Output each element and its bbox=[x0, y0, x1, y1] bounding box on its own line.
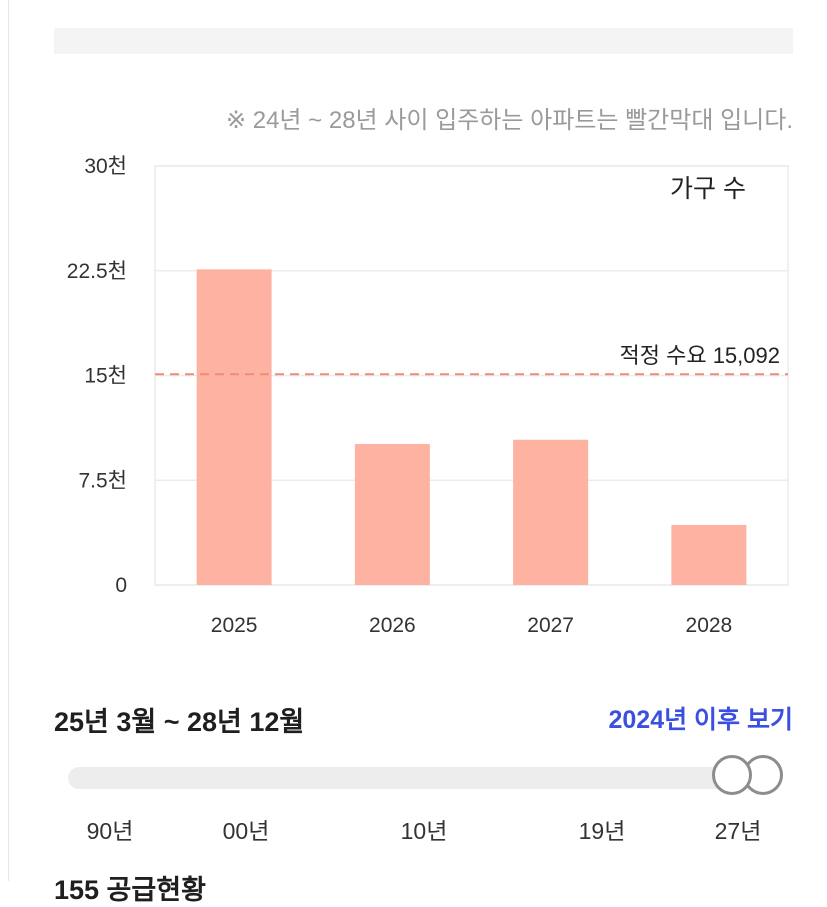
slider-label-90: 90년 bbox=[86, 818, 134, 844]
view-after-2024-link[interactable]: 2024년 이후 보기 bbox=[608, 706, 793, 734]
x-tick-label: 2028 bbox=[686, 614, 733, 637]
slider-label-10: 10년 bbox=[400, 818, 448, 844]
top-bar bbox=[54, 28, 793, 54]
slider-end-handle[interactable] bbox=[712, 755, 752, 795]
x-tick-label: 2027 bbox=[527, 614, 574, 637]
next-section-title: 155 공급현황 bbox=[54, 875, 206, 905]
year-slider-track[interactable] bbox=[68, 767, 768, 789]
bar-2028 bbox=[671, 524, 747, 585]
x-tick-label: 2025 bbox=[211, 614, 258, 637]
y-axis-ticks: 0 7.5천 15천 22.5천 30천 bbox=[67, 155, 127, 597]
slider-label-00: 00년 bbox=[222, 818, 270, 844]
y-tick-label: 30천 bbox=[84, 155, 127, 178]
left-border bbox=[8, 0, 9, 881]
reference-line-group: 적정 수요 15,092 bbox=[155, 343, 788, 376]
x-tick-label: 2026 bbox=[369, 614, 416, 637]
chart-note: ※ 24년 ~ 28년 사이 입주하는 아파트는 빨간막대 입니다. bbox=[225, 107, 793, 134]
y-tick-label: 15천 bbox=[84, 365, 127, 388]
bar-2027 bbox=[513, 439, 589, 585]
y-tick-label: 22.5천 bbox=[67, 260, 127, 283]
y-tick-label: 7.5천 bbox=[78, 469, 127, 492]
x-axis-ticks: 2025 2026 2027 2028 bbox=[211, 614, 732, 637]
slider-label-19: 19년 bbox=[578, 818, 626, 844]
grid bbox=[154, 165, 789, 586]
range-title: 25년 3월 ~ 28년 12월 bbox=[54, 707, 305, 737]
legend-label: 가구 수 bbox=[670, 175, 746, 203]
reference-line-label: 적정 수요 15,092 bbox=[620, 343, 780, 368]
bars bbox=[196, 269, 747, 585]
y-tick-label: 0 bbox=[115, 574, 127, 597]
bar-2025 bbox=[196, 269, 272, 585]
slider-label-27: 27년 bbox=[714, 818, 762, 844]
bar-2026 bbox=[354, 443, 430, 585]
